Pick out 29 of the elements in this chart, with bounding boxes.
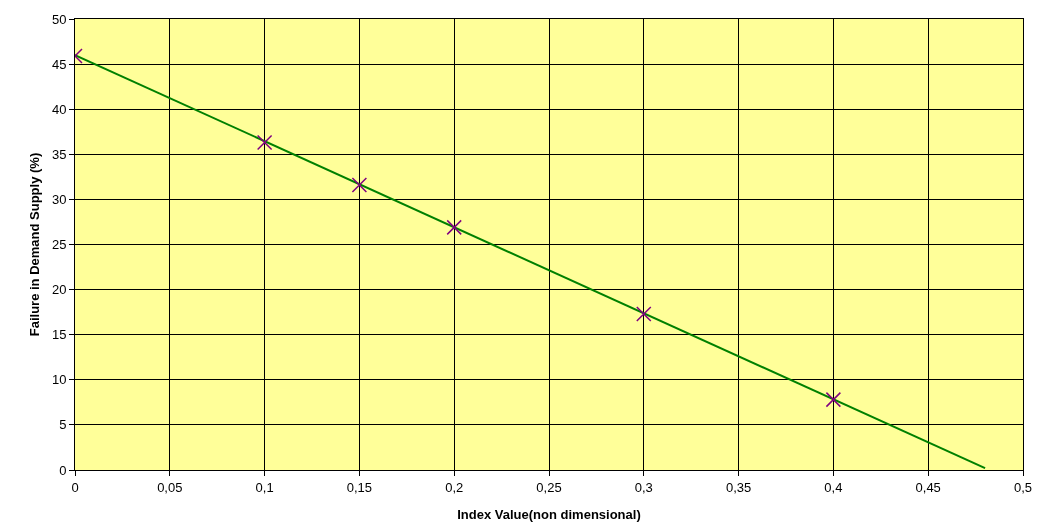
point xyxy=(256,134,273,151)
point xyxy=(351,177,368,193)
x-tick-label: 0,1 xyxy=(255,479,274,495)
point xyxy=(446,219,462,236)
y-axis-title: Failure in Demand Supply (%) xyxy=(27,152,42,337)
y-tick-label: 45 xyxy=(51,56,67,72)
y-tick-label: 20 xyxy=(51,282,67,298)
x-tick-label: 0,3 xyxy=(634,479,653,495)
y-tick-label: 15 xyxy=(51,327,67,343)
x-tick-label: 0,05 xyxy=(157,479,183,495)
x-tick-label: 0,2 xyxy=(445,479,464,495)
y-tick-label: 5 xyxy=(59,417,67,433)
y-tick-label: 50 xyxy=(51,11,67,27)
x-tick-label: 0,4 xyxy=(824,479,843,495)
y-tick-label: 35 xyxy=(51,146,67,162)
y-tick-label: 40 xyxy=(51,101,67,117)
x-tick-label: 0,45 xyxy=(915,479,941,495)
point xyxy=(825,391,842,408)
x-tick-label: 0,25 xyxy=(536,479,562,495)
x-tick-label: 0 xyxy=(71,479,79,495)
y-tick-label: 25 xyxy=(51,237,67,253)
y-tick-label: 10 xyxy=(51,372,67,388)
x-tick-label: 0,5 xyxy=(1013,479,1033,495)
y-tick-label: 30 xyxy=(51,191,67,207)
x-tick-label: 0,35 xyxy=(725,479,752,495)
y-tick-label: 0 xyxy=(59,462,67,478)
point xyxy=(636,306,652,322)
x-axis-title: Index Value(non dimensional) xyxy=(457,507,641,522)
x-tick-label: 0,15 xyxy=(346,479,373,495)
